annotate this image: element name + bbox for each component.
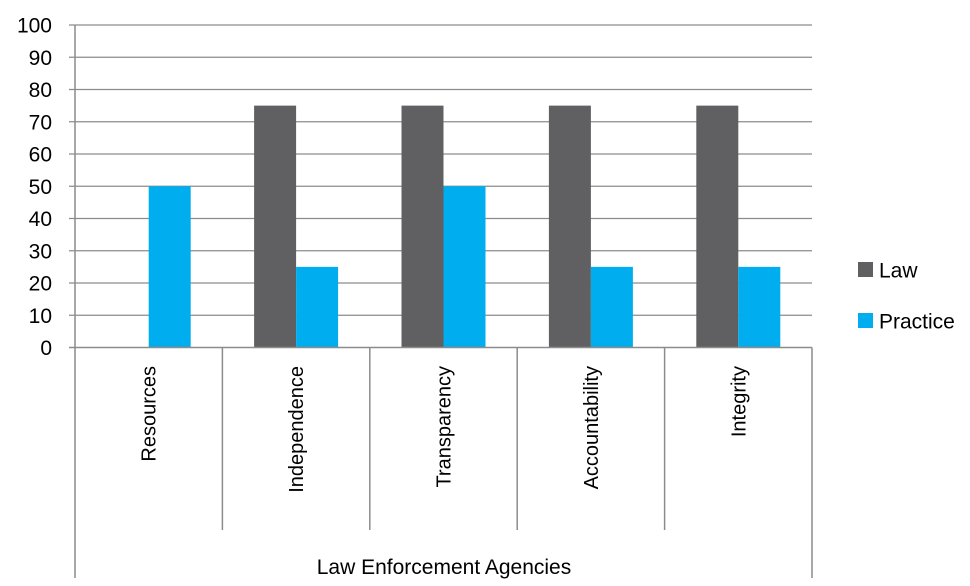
legend-swatch-law [858,262,873,277]
legend-swatch-practice [858,313,873,328]
y-tick-label: 10 [29,305,52,328]
axis-layer [69,25,813,578]
legend-label-law: Law [879,260,918,283]
label-layer: Law Enforcement Agencies 0 10 20 30 40 50 60 70… [17,15,750,580]
y-tick-label: 0 [40,337,52,360]
bar-layer [148,105,781,348]
y-tick-label: 30 [29,240,52,263]
bar-practice-resources [148,186,191,348]
legend-label-practice: Practice [879,311,955,334]
bar-practice-independence [296,266,339,348]
bar-law-integrity [696,105,739,348]
y-tick-label: 90 [29,47,52,70]
y-tick-label: 80 [29,79,52,102]
bar-law-accountability [548,105,591,348]
y-tick-label: 40 [29,208,52,231]
group-label: Law Enforcement Agencies [317,556,571,579]
bar-law-independence [254,105,297,348]
y-tick-label: 70 [29,111,52,134]
x-category-label: Transparency [434,366,456,488]
y-tick-label: 50 [29,176,52,199]
y-tick-label: 60 [29,144,52,167]
bar-practice-transparency [443,186,486,348]
bar-practice-accountability [590,266,633,348]
y-tick-label: 20 [29,273,52,296]
y-tick-label: 100 [17,15,52,38]
x-category-label: Resources [139,366,161,462]
x-category-label: Independence [286,366,308,493]
x-category-label: Accountability [581,366,603,489]
bar-law-transparency [401,105,444,348]
legend: Law Practice [858,260,955,334]
bar-practice-integrity [738,266,781,348]
x-category-label: Integrity [728,366,750,437]
